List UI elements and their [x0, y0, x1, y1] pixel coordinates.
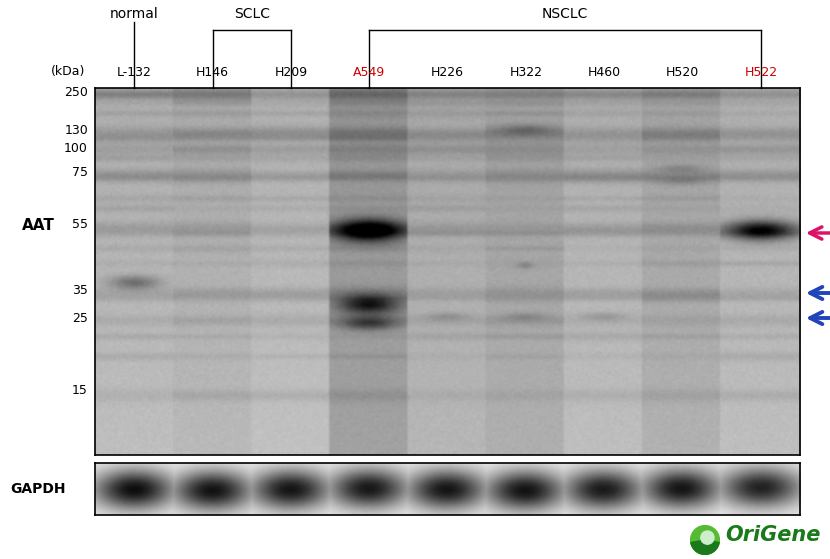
Text: H522: H522: [745, 65, 778, 78]
Text: 75: 75: [72, 167, 88, 179]
Text: AAT: AAT: [22, 217, 55, 233]
Text: NSCLC: NSCLC: [542, 7, 588, 21]
Text: H209: H209: [274, 65, 307, 78]
Text: H322: H322: [510, 65, 542, 78]
Text: GAPDH: GAPDH: [10, 482, 66, 496]
Text: 100: 100: [64, 141, 88, 154]
Text: A549: A549: [353, 65, 385, 78]
Text: 250: 250: [64, 86, 88, 98]
Text: L-132: L-132: [117, 65, 152, 78]
Circle shape: [701, 531, 714, 544]
Text: 25: 25: [72, 311, 88, 325]
Text: 55: 55: [72, 219, 88, 231]
Wedge shape: [691, 540, 719, 555]
Text: H226: H226: [431, 65, 464, 78]
Circle shape: [691, 525, 720, 555]
Text: 15: 15: [72, 383, 88, 396]
Text: SCLC: SCLC: [234, 7, 270, 21]
Text: (kDa): (kDa): [51, 65, 85, 78]
Text: normal: normal: [110, 7, 159, 21]
Text: H460: H460: [588, 65, 621, 78]
Text: H520: H520: [666, 65, 699, 78]
Text: 130: 130: [64, 125, 88, 138]
Text: H146: H146: [196, 65, 229, 78]
Text: 35: 35: [72, 283, 88, 296]
Text: OriGene: OriGene: [725, 525, 820, 545]
